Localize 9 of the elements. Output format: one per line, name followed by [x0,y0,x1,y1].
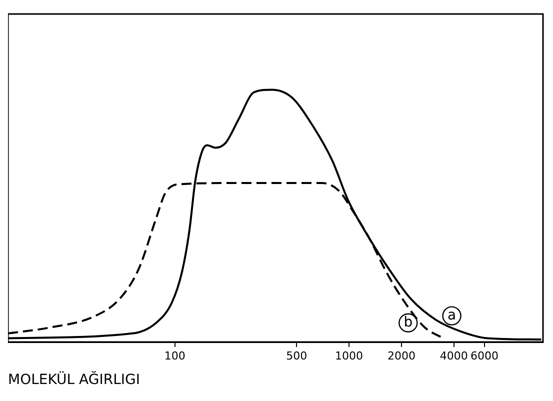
x-tick-label: 2000 [387,349,416,362]
x-tick-label: 100 [164,349,186,362]
x-tick-label: 4000 [440,349,468,362]
legend-label: a [448,307,456,324]
x-tick-label: 1000 [335,349,364,362]
x-axis-title: MOLEKÜL AĞIRLIGI [8,371,140,388]
series-label: b [404,314,413,330]
x-tick-label: 500 [286,349,308,362]
x-tick-label: 6000 [470,349,499,362]
